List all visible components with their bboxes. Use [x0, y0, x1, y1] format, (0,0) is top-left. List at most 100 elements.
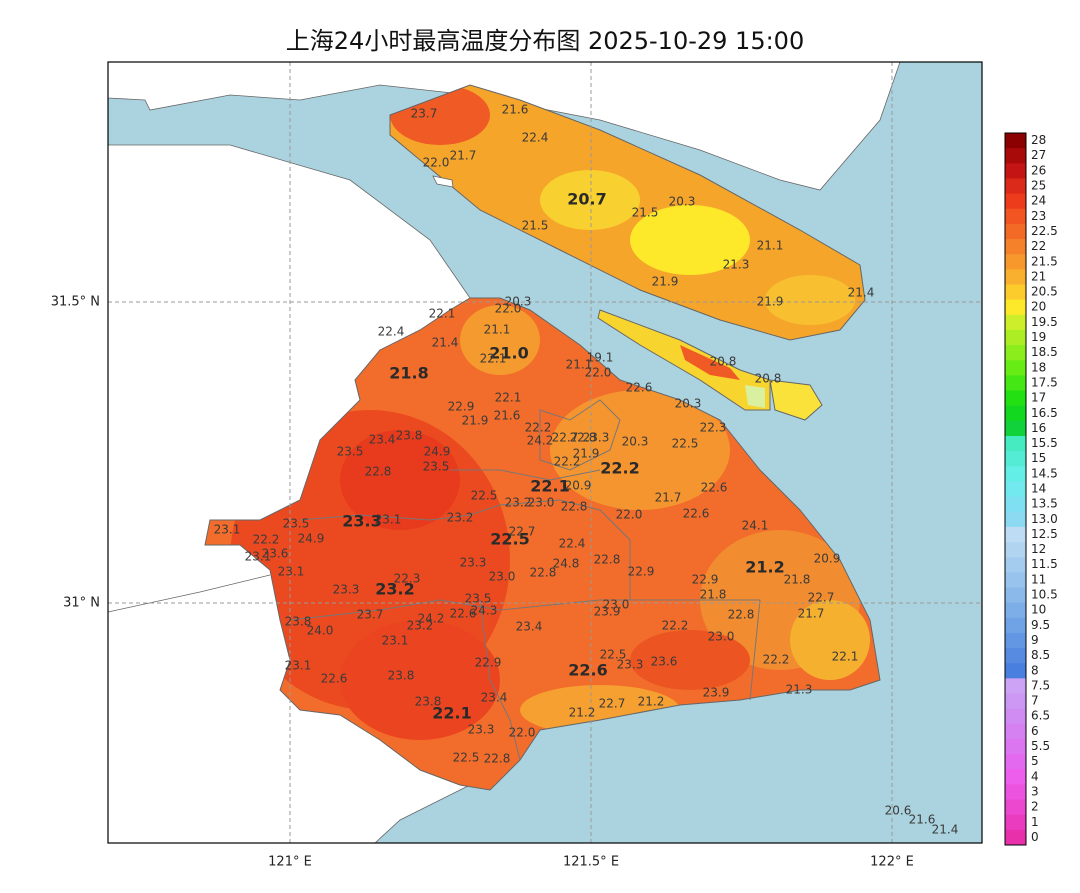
station-value: 21.4 [432, 336, 459, 350]
station-value: 21.8 [784, 573, 811, 587]
station-value: 21.1 [484, 323, 511, 337]
colorbar-label: 13.5 [1031, 497, 1058, 511]
colorbar-swatch [1005, 133, 1026, 149]
station-value: 21.6 [502, 103, 529, 117]
station-value: 22.3 [394, 572, 421, 586]
station-value: 22.7 [509, 525, 536, 539]
station-value: 23.7 [357, 608, 384, 622]
station-value: 22.8 [484, 752, 511, 766]
station-value: 22.5 [600, 648, 627, 662]
colorbar-label: 18.5 [1031, 345, 1058, 359]
district-value: 21.2 [745, 558, 784, 577]
station-value: 22.2 [253, 533, 280, 547]
station-value: 24.3 [471, 604, 498, 618]
colorbar-swatch [1005, 314, 1026, 331]
colorbar-label: 10.5 [1031, 588, 1058, 602]
colorbar-swatch [1005, 632, 1026, 649]
colorbar-swatch [1005, 496, 1026, 513]
station-value: 22.1 [429, 307, 456, 321]
district-value: 22.1 [530, 477, 569, 496]
station-value: 23.1 [214, 523, 241, 537]
station-value: 22.0 [585, 366, 612, 380]
colorbar-swatch [1005, 617, 1026, 634]
colorbar-label: 20.5 [1031, 285, 1058, 299]
colorbar-swatch [1005, 360, 1026, 376]
station-value: 23.3 [583, 431, 610, 445]
station-value: 20.3 [669, 195, 696, 209]
colorbar-swatch [1005, 587, 1026, 604]
colorbar-swatch [1005, 345, 1026, 361]
colorbar-label: 24 [1031, 194, 1046, 208]
station-value: 22.1 [832, 650, 859, 664]
colorbar-swatch [1005, 542, 1026, 558]
lat-label: 31.5° N [51, 295, 100, 310]
station-value: 22.7 [808, 591, 835, 605]
station-value: 22.6 [321, 672, 348, 686]
station-value: 21.7 [450, 149, 477, 163]
colorbar-swatch [1005, 769, 1026, 785]
colorbar-swatch [1005, 511, 1026, 528]
station-value: 24.1 [742, 519, 769, 533]
station-value: 24.0 [307, 624, 334, 638]
station-value: 22.9 [448, 400, 475, 414]
colorbar-label: 17 [1031, 391, 1046, 405]
station-value: 21.2 [569, 706, 596, 720]
station-value: 23.5 [423, 460, 450, 474]
station-value: 22.0 [495, 302, 522, 316]
district-value: 20.7 [567, 190, 606, 209]
station-value: 22.6 [701, 481, 728, 495]
colorbar-swatch [1005, 435, 1026, 452]
colorbar-swatch [1005, 481, 1026, 498]
station-value: 22.0 [616, 508, 643, 522]
colorbar-swatch [1005, 602, 1026, 619]
station-value: 21.9 [462, 414, 489, 428]
colorbar-swatch [1005, 405, 1026, 422]
station-value: 21.5 [632, 206, 659, 220]
station-value: 22.1 [480, 352, 507, 366]
colorbar-label: 22 [1031, 239, 1046, 253]
colorbar-label: 16.5 [1031, 406, 1058, 420]
colorbar-swatch [1005, 148, 1026, 164]
station-value: 21.4 [848, 286, 875, 300]
colorbar-swatch [1005, 178, 1026, 195]
colorbar-swatch [1005, 299, 1026, 316]
station-value: 20.6 [885, 804, 912, 818]
station-value: 21.8 [700, 588, 727, 602]
colorbar-label: 10 [1031, 603, 1046, 617]
colorbar-swatch [1005, 223, 1026, 240]
colorbar-swatch [1005, 814, 1026, 831]
station-value: 20.8 [710, 355, 737, 369]
station-value: 23.3 [333, 583, 360, 597]
colorbar-swatch [1005, 784, 1026, 801]
changxing-island [597, 309, 771, 411]
colorbar-label: 19 [1031, 330, 1046, 344]
station-value: 22.6 [626, 381, 653, 395]
colorbar-label: 8 [1031, 663, 1039, 677]
station-value: 23.6 [262, 547, 289, 561]
colorbar-label: 19.5 [1031, 315, 1058, 329]
station-value: 22.8 [365, 465, 392, 479]
colorbar-label: 26 [1031, 163, 1046, 177]
station-value: 22.5 [453, 751, 480, 765]
station-value: 20.9 [565, 479, 592, 493]
lon-label: 121° E [268, 855, 312, 870]
lat-label: 31° N [63, 596, 100, 611]
station-value: 21.1 [566, 358, 593, 372]
district-value: 23.3 [342, 512, 381, 531]
colorbar-swatch [1005, 163, 1026, 179]
district-value: 22.6 [568, 661, 607, 680]
map-area: 20.721.021.822.222.123.322.521.223.222.6… [108, 62, 982, 843]
border [108, 574, 271, 613]
colorbar-label: 17.5 [1031, 375, 1058, 389]
station-value: 22.8 [570, 431, 597, 445]
station-value: 23.1 [285, 659, 312, 673]
station-value: 22.0 [423, 156, 450, 170]
colorbar-label: 8.5 [1031, 648, 1050, 662]
station-value: 22.2 [662, 619, 689, 633]
station-value: 24.9 [424, 445, 451, 459]
lon-label: 121.5° E [563, 855, 619, 870]
station-value: 24.2 [527, 434, 554, 448]
colorbar-swatch [1005, 723, 1026, 740]
colorbar-label: 27 [1031, 148, 1046, 162]
